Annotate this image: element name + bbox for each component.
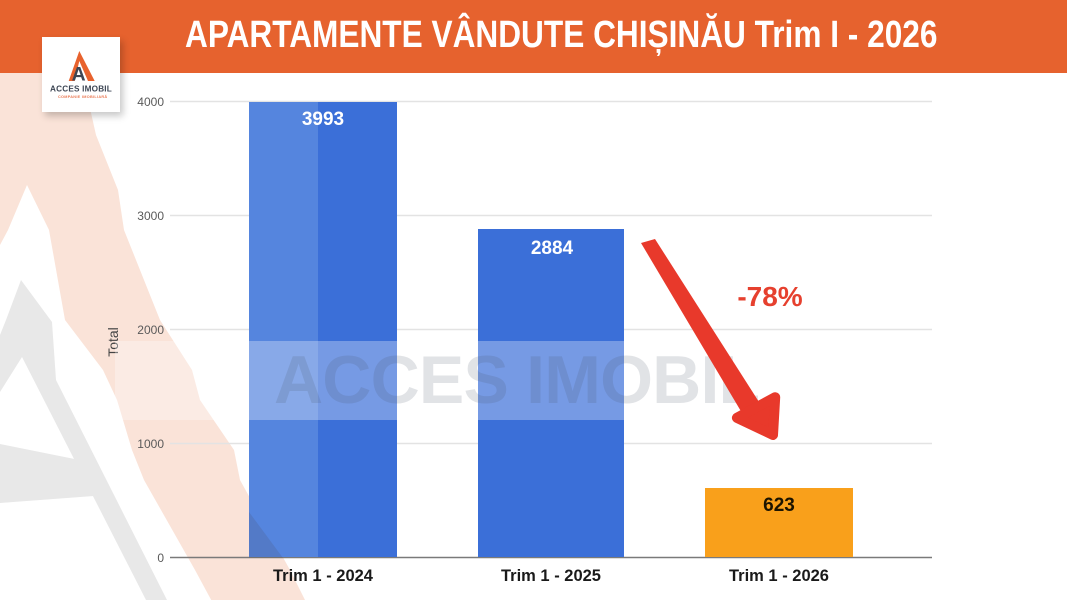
svg-text:A: A [72, 64, 86, 86]
svg-text:ACCES IMOBIL: ACCES IMOBIL [50, 84, 112, 93]
svg-text:COMPANIE IMOBILIARĂ: COMPANIE IMOBILIARĂ [58, 94, 108, 99]
